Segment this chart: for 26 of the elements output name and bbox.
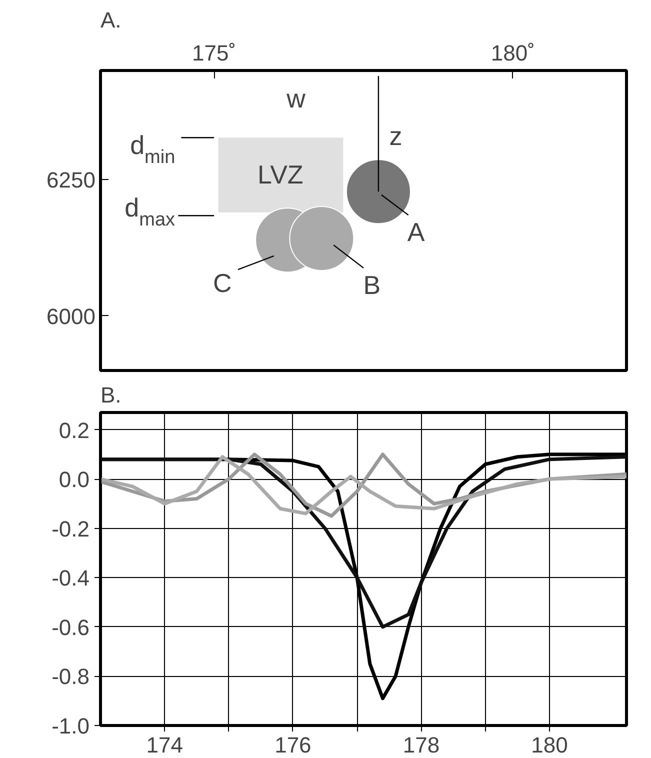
y-tick-label: 6250 bbox=[46, 168, 96, 193]
annotation: A bbox=[407, 216, 426, 247]
annotation: w bbox=[286, 83, 306, 114]
annotation: z bbox=[389, 120, 402, 151]
point bbox=[346, 159, 411, 224]
y-tick-label: 6000 bbox=[46, 304, 96, 329]
annotation: C bbox=[213, 268, 232, 298]
x-tick-label: 180 bbox=[531, 732, 568, 758]
y-tick-label: -0.2 bbox=[52, 516, 90, 542]
x-tick-label: 180˚ bbox=[490, 40, 535, 66]
y-tick-label: -0.4 bbox=[52, 566, 90, 591]
point bbox=[289, 206, 354, 271]
x-tick-label: 174 bbox=[146, 732, 184, 758]
x-tick-label: 176 bbox=[274, 732, 312, 758]
annotation: LVZ bbox=[258, 160, 304, 190]
line-series bbox=[100, 455, 626, 629]
y-tick-label: 0.2 bbox=[58, 418, 90, 443]
y-tick-label: -1.0 bbox=[52, 714, 90, 738]
y-tick-label: -0.6 bbox=[52, 614, 90, 640]
annotation: B bbox=[363, 270, 381, 300]
y-tick-label: -0.8 bbox=[52, 664, 90, 690]
chart-title: B. bbox=[100, 382, 122, 408]
x-tick-label: 175˚ bbox=[192, 40, 236, 66]
chart-title: A. bbox=[100, 8, 122, 32]
y-tick-label: 0.0 bbox=[58, 467, 90, 492]
x-tick-label: 178 bbox=[402, 732, 440, 758]
